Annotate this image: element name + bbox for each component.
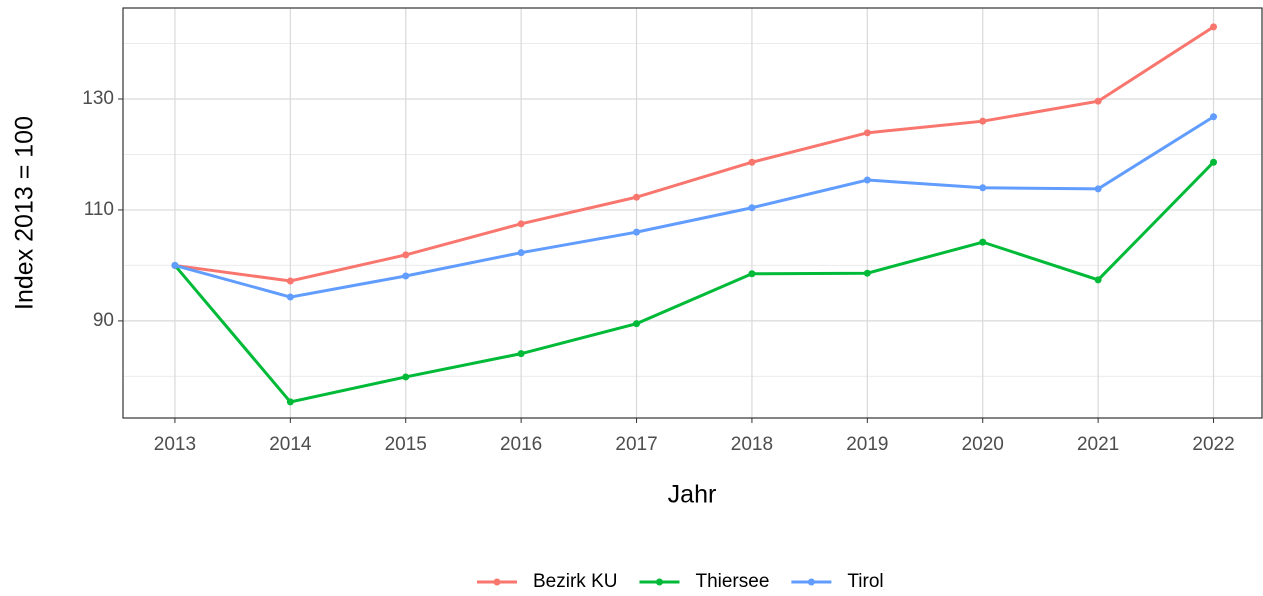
series-line [173, 161, 1215, 404]
y-tick-label: 110 [84, 199, 114, 220]
x-tick-label: 2017 [615, 434, 657, 455]
data-point [1094, 185, 1102, 193]
legend-swatch-point [807, 578, 815, 586]
data-point [402, 373, 410, 381]
data-point [979, 238, 987, 246]
data-point [1094, 276, 1102, 284]
data-point [863, 176, 871, 184]
data-point [171, 261, 179, 269]
x-axis-title: Jahr [668, 481, 717, 509]
data-point [633, 228, 641, 236]
data-point [402, 251, 410, 259]
data-point [863, 129, 871, 137]
data-point [1210, 23, 1218, 31]
data-point [286, 293, 294, 301]
data-point [979, 117, 987, 125]
data-point [517, 249, 525, 257]
legend-swatch-point [493, 578, 501, 586]
x-tick-label: 2019 [846, 434, 888, 455]
legend-label: Tirol [847, 571, 883, 592]
y-axis-title: Index 2013 = 100 [11, 116, 39, 310]
data-point [748, 158, 756, 166]
data-point [1210, 113, 1218, 121]
x-tick-label: 2014 [269, 434, 312, 455]
x-tick-label: 2016 [500, 434, 542, 455]
legend-swatch-point [655, 578, 663, 586]
plot-border [122, 7, 1263, 419]
data-point [1210, 158, 1218, 166]
legend: Bezirk KU Thiersee Tirol [477, 571, 884, 592]
x-tick-label: 2013 [154, 434, 196, 455]
data-point [748, 270, 756, 278]
y-tick-label: 130 [82, 88, 114, 109]
x-tick-label: 2022 [1192, 434, 1234, 455]
x-tick-label: 2021 [1077, 434, 1119, 455]
y-tick-label: 90 [93, 310, 114, 331]
legend-label: Thiersee [695, 571, 769, 592]
data-point [286, 398, 294, 406]
x-tick-label: 2015 [385, 434, 427, 455]
x-tick-label: 2018 [731, 434, 773, 455]
legend-label: Bezirk KU [533, 571, 617, 592]
x-tick-label: 2020 [962, 434, 1004, 455]
series-line [174, 115, 1215, 299]
data-point [517, 220, 525, 228]
data-point [633, 320, 641, 328]
series-line [174, 25, 1215, 283]
data-point [517, 350, 525, 358]
data-point [286, 277, 294, 285]
data-point [979, 184, 987, 192]
data-point [633, 193, 641, 201]
data-point [748, 204, 756, 212]
data-point [1094, 97, 1102, 105]
data-point [863, 269, 871, 277]
data-point [402, 272, 410, 280]
